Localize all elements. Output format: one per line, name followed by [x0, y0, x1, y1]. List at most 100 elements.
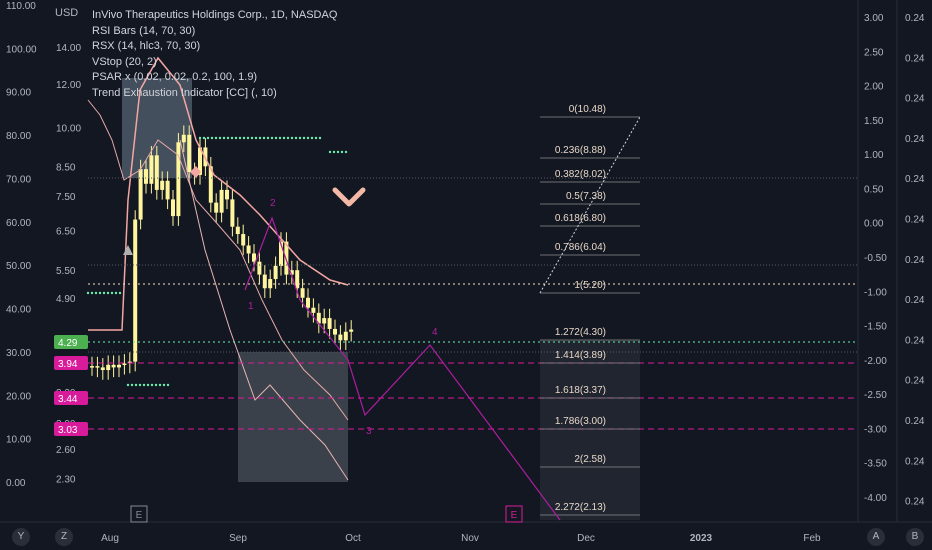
right-tick-label: 3.00 [864, 13, 884, 24]
fib-trend-line [539, 116, 641, 294]
candle-body [171, 199, 175, 217]
candle-body [268, 279, 273, 289]
candle-body [176, 142, 181, 217]
psar-dot [270, 136, 274, 140]
fib-level-label: 0.786(6.04) [555, 242, 606, 253]
price-badge [54, 391, 88, 405]
candle-body [219, 189, 224, 213]
psar-dot [332, 150, 336, 154]
psar-dot [138, 383, 142, 387]
right-tick-label: -0.50 [864, 253, 887, 264]
b-axis-button[interactable]: B [906, 528, 924, 546]
rsx-line [87, 99, 349, 421]
psar-dot [282, 136, 286, 140]
price-tick-label: 4.90 [56, 294, 76, 305]
time-tick-label: Aug [101, 533, 119, 544]
osc-tick-label: 90.00 [6, 88, 31, 99]
far-right-tick-label: 0.24 [905, 13, 925, 24]
far-right-tick-label: 0.24 [905, 53, 925, 64]
fib-level-label: 2.272(2.13) [555, 502, 606, 513]
psar-dot [90, 291, 94, 295]
osc-tick-label: 50.00 [6, 261, 31, 272]
up-arrow-marker [123, 245, 133, 255]
z-axis-button[interactable]: Z [55, 528, 73, 546]
time-tick-label: Nov [461, 533, 479, 544]
candle-body [289, 270, 294, 275]
right-tick-label: -1.50 [864, 322, 887, 333]
fib-level-label: 0.5(7.38) [566, 191, 606, 202]
candle-body [133, 219, 138, 362]
candle-body [284, 241, 289, 275]
price-tick-label: 2.60 [56, 445, 76, 456]
candle-body [95, 366, 100, 368]
far-right-tick-label: 0.24 [905, 174, 925, 185]
price-badge [54, 356, 88, 370]
price-badge-label: 3.03 [58, 425, 78, 436]
right-tick-label: 2.50 [864, 47, 884, 58]
far-right-tick-label: 0.24 [905, 255, 925, 266]
candle-body [241, 234, 246, 246]
candle-body [181, 134, 186, 143]
psar-dot [306, 136, 310, 140]
indicator-trend-exhaustion[interactable]: Trend Exhaustion Indicator [CC] (, 10) [92, 86, 277, 99]
psar-dot [254, 136, 258, 140]
candle-body [117, 364, 121, 368]
psar-dot [336, 150, 340, 154]
candle-body [100, 367, 105, 371]
y-axis-button[interactable]: Y [12, 528, 30, 546]
indicator-vstop[interactable]: VStop (20, 2) [92, 55, 157, 68]
candle-body [311, 307, 316, 313]
candle-body [154, 155, 159, 190]
far-right-tick-label: 0.24 [905, 456, 925, 467]
psar-dot [310, 136, 314, 140]
psar-dot [154, 383, 158, 387]
elliott-wave-path [244, 216, 561, 521]
psar-dot [234, 136, 238, 140]
osc-tick-label: 60.00 [6, 218, 31, 229]
candle-body [306, 297, 310, 308]
far-right-tick-label: 0.24 [905, 335, 925, 346]
osc-tick-label: 70.00 [6, 174, 31, 185]
price-tick-label: 5.50 [56, 266, 76, 277]
psar-dot [230, 136, 234, 140]
far-right-tick-label: 0.24 [905, 497, 925, 508]
psar-dot [118, 291, 122, 295]
indicator-psar[interactable]: PSAR x (0.02, 0.02, 0.2, 100, 1.9) [92, 71, 258, 83]
auto-scale-button[interactable]: A [867, 528, 885, 546]
far-right-tick-label: 0.24 [905, 134, 925, 145]
fib-level-label: 1.786(3.00) [555, 416, 606, 427]
right-tick-label: 1.50 [864, 116, 884, 127]
price-tick-label: 7.50 [56, 192, 76, 203]
candle-body [279, 241, 283, 266]
currency-label: USD [55, 7, 79, 19]
candle-body [262, 274, 267, 289]
candle-body [273, 265, 278, 280]
candle-body [300, 288, 305, 298]
time-tick-label: 2023 [690, 533, 713, 544]
right-tick-label: 0.00 [864, 219, 884, 230]
osc-tick-label: 20.00 [6, 391, 31, 402]
psar-dot [86, 291, 90, 295]
fib-level-label: 1.414(3.89) [555, 350, 606, 361]
psar-dot [250, 136, 254, 140]
indicator-rsi-bars[interactable]: RSI Bars (14, 70, 30) [92, 24, 196, 37]
psar-dot [266, 136, 270, 140]
psar-dot [210, 136, 214, 140]
candle-body [225, 189, 229, 200]
candle-body [160, 180, 165, 190]
price-tick-label: 8.50 [56, 162, 76, 173]
psar-dot [110, 291, 114, 295]
candle-body [149, 155, 154, 184]
wave-label: 1 [248, 301, 254, 312]
psar-dot [246, 136, 250, 140]
price-badge [54, 335, 88, 349]
candle-body [111, 364, 116, 368]
candle-body [246, 245, 251, 254]
time-tick-label: Feb [803, 533, 821, 544]
candle-body [144, 169, 148, 184]
indicator-rsx[interactable]: RSX (14, hlc3, 70, 30) [92, 40, 201, 52]
psar-dot [226, 136, 230, 140]
psar-dot [278, 136, 282, 140]
psar-dot [142, 383, 146, 387]
